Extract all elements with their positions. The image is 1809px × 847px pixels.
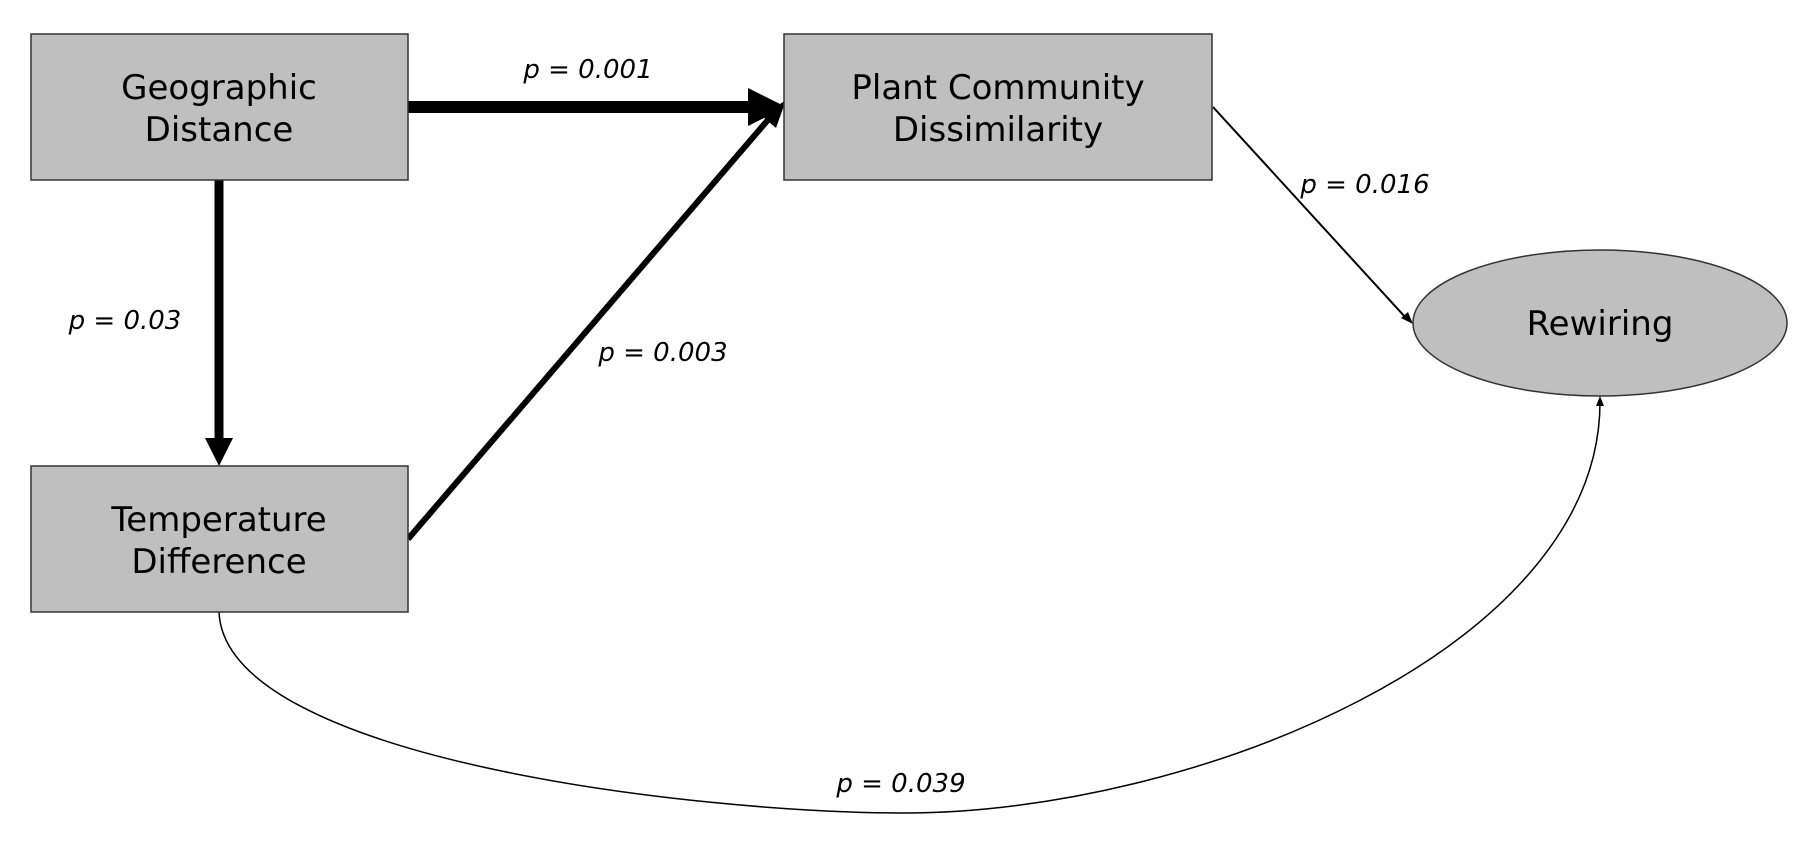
node-temperature-difference-line2: Difference [131,542,306,582]
node-plant-community-line2: Dissimilarity [893,110,1103,150]
node-geographic-distance-line1: Geographic [121,68,317,108]
node-geographic-distance: Geographic Distance [30,33,409,181]
edge-temp-to-rewiring [218,396,1604,814]
node-geographic-distance-line2: Distance [145,110,294,150]
node-temperature-difference-box [30,465,409,613]
node-plant-community-dissimilarity: Plant Community Dissimilarity [783,33,1213,181]
edge-temp-to-plant [405,100,786,541]
edge-geo-to-temp [205,180,233,466]
node-rewiring-label: Rewiring [1527,304,1674,344]
edge-temp-to-rewiring-arrowhead [1596,396,1604,406]
edge-geo-to-temp-label: p = 0.03 [68,306,182,336]
edge-temp-to-rewiring-curve [218,399,1601,814]
edge-geo-to-plant [408,88,786,126]
edge-plant-to-rewiring-arrowhead [1401,312,1413,324]
edge-plant-to-rewiring-label: p = 0.016 [1299,170,1429,200]
edge-temp-to-rewiring-label: p = 0.039 [835,769,965,799]
edge-geo-to-temp-arrowhead [205,438,233,466]
edge-temp-to-plant-line [405,112,776,541]
edge-geo-to-plant-arrowhead [748,88,786,126]
edge-temp-to-plant-label: p = 0.003 [597,338,727,368]
node-plant-community-line1: Plant Community [851,68,1144,108]
node-geographic-distance-box [30,33,409,181]
node-temperature-difference-line1: Temperature [110,500,326,540]
edge-temp-to-plant-arrowhead [762,100,786,128]
edge-geo-to-plant-label: p = 0.001 [522,55,652,85]
node-plant-community-box [783,33,1213,181]
node-rewiring: Rewiring [1412,249,1788,397]
edge-plant-to-rewiring [1212,106,1413,324]
node-temperature-difference: Temperature Difference [30,465,409,613]
node-rewiring-ellipse [1412,249,1788,397]
edge-plant-to-rewiring-line [1212,106,1407,319]
